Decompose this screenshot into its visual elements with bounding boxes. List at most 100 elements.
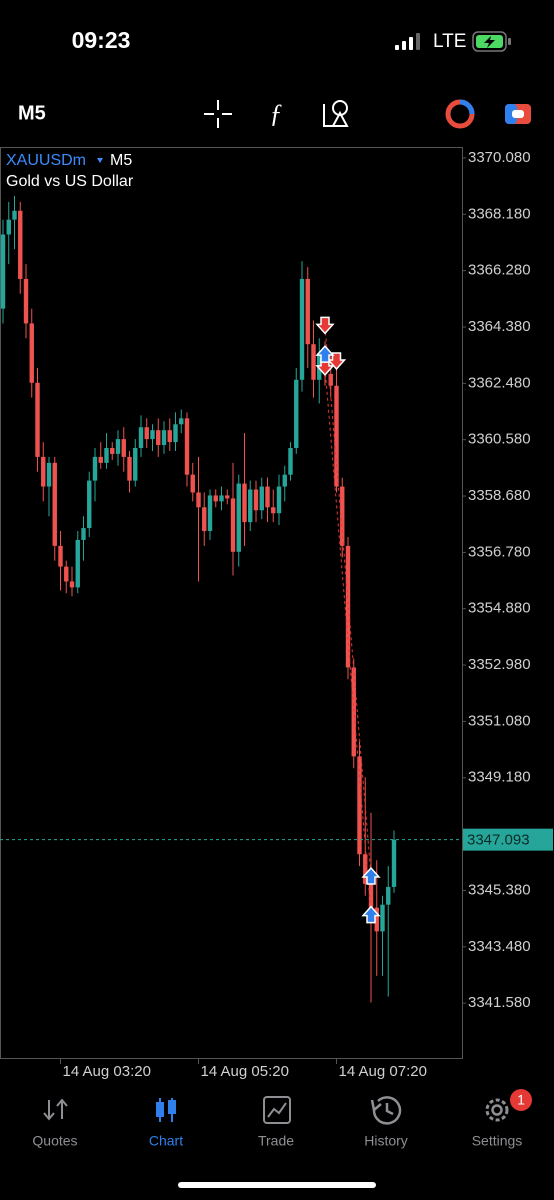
status-time: 09:23 [72, 27, 131, 53]
x-tick-label: 14 Aug 03:20 [63, 1063, 151, 1080]
candle-body [282, 474, 287, 487]
candle-body [305, 278, 310, 345]
candle-body [81, 528, 86, 540]
signal-icon [395, 33, 420, 50]
nav-label[interactable]: Chart [149, 1133, 183, 1149]
y-tick-label: 3351.080 [468, 712, 531, 729]
symbol-dropdown[interactable] [97, 158, 103, 163]
current-price-box [463, 828, 553, 851]
crosshair-button[interactable] [204, 100, 232, 128]
status-network: LTE [433, 31, 466, 52]
candle-body [150, 430, 155, 440]
timeframe-button[interactable]: M5 [18, 102, 46, 124]
candle-body [196, 492, 201, 508]
chart-timeframe: M5 [110, 152, 132, 169]
chart-symbol: XAUUSDm [6, 152, 86, 169]
nav-settings[interactable] [485, 1098, 509, 1122]
candle-body [276, 486, 282, 514]
nav-label[interactable]: Settings [472, 1133, 523, 1149]
account-button[interactable] [445, 99, 475, 129]
nav-quotes[interactable] [43, 1098, 68, 1121]
objects-button[interactable] [323, 100, 349, 127]
candle-body [242, 483, 247, 523]
y-tick-label: 3360.580 [468, 431, 531, 448]
trade-arrow [361, 905, 381, 924]
candle-body [69, 581, 75, 588]
chart-header: XAUUSDm M5 Gold vs US Dollar [6, 152, 134, 190]
badge [510, 1089, 532, 1111]
candle-body [230, 498, 236, 552]
candle-body [64, 566, 69, 582]
y-tick-label: 3358.680 [468, 487, 531, 504]
candle-body [391, 839, 397, 887]
y-tick-label: 3345.380 [468, 881, 531, 898]
x-tick-label: 14 Aug 05:20 [201, 1063, 289, 1080]
candle-body [12, 210, 17, 220]
candle-body [236, 483, 241, 552]
candle-body [380, 904, 385, 932]
indicators-button[interactable]: ƒ [270, 99, 283, 128]
candle-body [374, 907, 379, 932]
candle-body [23, 278, 29, 324]
current-price-label: 3347.093 [467, 832, 530, 849]
nav-chart[interactable] [156, 1098, 176, 1122]
trade-button[interactable] [505, 104, 531, 124]
candle-body [345, 545, 351, 668]
candle-body [52, 462, 57, 546]
y-tick-label: 3354.880 [468, 600, 531, 617]
candle-body [386, 886, 391, 905]
candle-body [156, 430, 161, 446]
nav-trade[interactable] [263, 1096, 291, 1124]
candle-body [6, 219, 11, 235]
y-tick-label: 3368.180 [468, 205, 531, 222]
nav-label[interactable]: Quotes [32, 1133, 77, 1149]
trade-arrow [326, 352, 347, 371]
trade-link [324, 326, 372, 876]
candle-body [357, 756, 362, 855]
candle-body [190, 474, 195, 493]
candle-body [18, 210, 23, 279]
candle-body [351, 667, 356, 757]
chart-description: Gold vs US Dollar [6, 173, 134, 190]
candle-body [202, 507, 207, 532]
candle-body [225, 495, 230, 499]
candle-body [104, 447, 109, 463]
candle-body [41, 456, 46, 487]
y-tick-label: 3341.580 [468, 994, 531, 1011]
candle-body [294, 379, 299, 448]
trade-arrow [361, 866, 381, 885]
candle-body [363, 854, 368, 884]
candle-body [311, 344, 316, 380]
candle-body [110, 447, 115, 454]
candle-body [115, 439, 121, 454]
candle-body [138, 427, 144, 448]
candle-body [207, 495, 213, 532]
nav-label[interactable]: Trade [258, 1133, 294, 1149]
candle-body [253, 489, 259, 511]
candle-body [288, 447, 293, 475]
candle-body [167, 430, 172, 443]
y-tick-label: 3343.480 [468, 938, 531, 955]
x-tick-label: 14 Aug 07:20 [339, 1063, 427, 1080]
candle-body [92, 456, 98, 481]
plot: 3370.080 3368.180 3366.280 3364.380 3362.480… [0, 149, 553, 1080]
candle-body [98, 456, 103, 463]
candle-body [29, 323, 34, 383]
candle-body [340, 486, 345, 546]
nav-history[interactable] [370, 1096, 402, 1125]
candle-body [259, 486, 264, 511]
nav-label[interactable]: History [364, 1133, 408, 1149]
candle-body [58, 545, 63, 567]
candle-body [144, 427, 149, 440]
candle-body [368, 883, 374, 908]
candle-body [179, 418, 184, 425]
candle-body [127, 456, 132, 481]
trade-arrow [315, 344, 335, 363]
y-tick-label: 3349.180 [468, 769, 531, 786]
candle-body [121, 439, 126, 457]
candle-body [219, 495, 224, 502]
battery-icon [472, 31, 511, 52]
trade-arrow [315, 316, 335, 335]
candle-body [271, 507, 276, 514]
